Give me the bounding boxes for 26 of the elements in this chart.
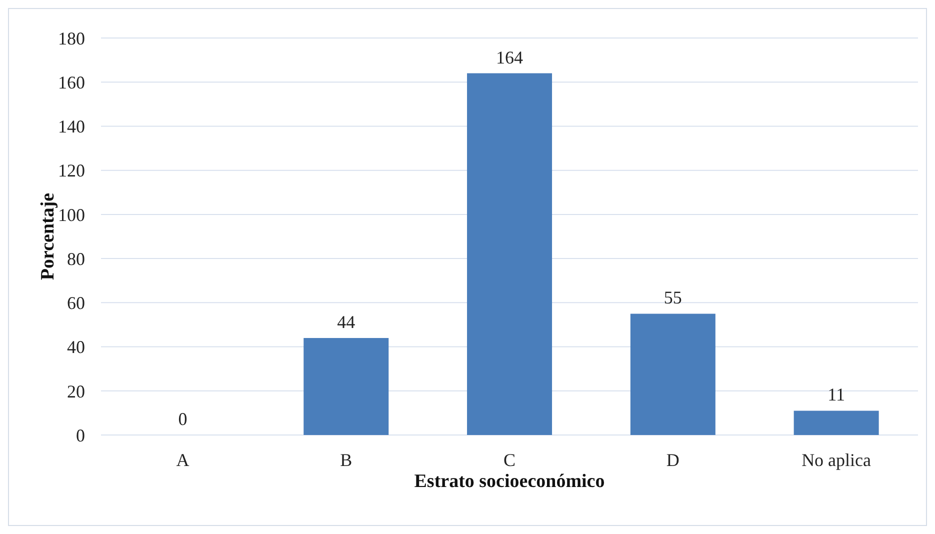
- y-tick-label: 140: [58, 116, 85, 137]
- x-tick-label: A: [176, 450, 190, 470]
- bar: [630, 314, 716, 435]
- y-tick-label: 100: [58, 204, 85, 225]
- x-tick-label: D: [666, 450, 680, 470]
- y-tick-label: 80: [67, 248, 85, 269]
- data-label: 164: [496, 47, 523, 68]
- y-axis-title: Porcentaje: [38, 192, 59, 280]
- bar: [794, 410, 879, 435]
- y-tick-label: 20: [67, 381, 85, 402]
- data-label: 0: [178, 409, 188, 429]
- x-axis-title: Estrato socioeconómico: [414, 471, 605, 492]
- y-tick-label: 60: [67, 293, 85, 314]
- bar: [304, 338, 389, 435]
- y-tick-label: 120: [58, 160, 85, 181]
- data-label: 11: [828, 384, 845, 405]
- y-tick-label: 0: [76, 425, 85, 446]
- y-tick-label: 40: [67, 337, 85, 358]
- x-tick-label: B: [340, 450, 352, 470]
- data-label: 44: [337, 312, 356, 332]
- bar: [467, 73, 552, 435]
- data-label: 55: [664, 288, 682, 308]
- y-tick-label: 160: [58, 72, 85, 92]
- y-tick-label: 180: [58, 28, 85, 48]
- x-tick-label: No aplica: [802, 450, 872, 470]
- x-tick-label: C: [503, 450, 516, 470]
